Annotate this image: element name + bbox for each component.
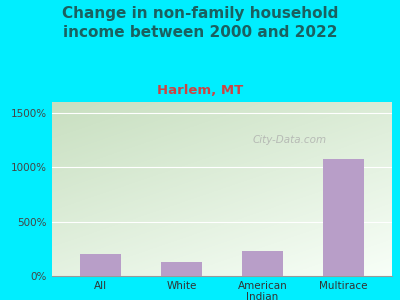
Text: Change in non-family household
income between 2000 and 2022: Change in non-family household income be…	[62, 6, 338, 40]
Bar	[323, 158, 364, 276]
Bar	[161, 262, 202, 276]
Text: City-Data.com: City-Data.com	[253, 135, 327, 145]
Text: Harlem, MT: Harlem, MT	[157, 84, 243, 97]
Bar	[242, 251, 283, 276]
Bar	[80, 254, 121, 276]
